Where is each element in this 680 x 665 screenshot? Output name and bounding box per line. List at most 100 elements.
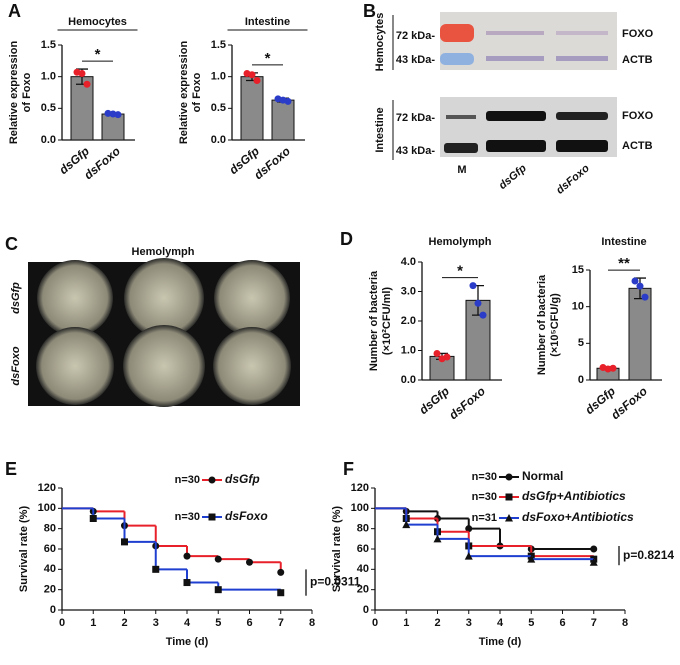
x-tick-label: 3 bbox=[153, 617, 159, 629]
data-point bbox=[609, 364, 617, 372]
y-tick-label: 4.0 bbox=[401, 256, 416, 268]
y-tick-label: 1.0 bbox=[211, 71, 226, 83]
y-tick-label: 1.0 bbox=[41, 71, 56, 83]
x-tick-label: 2 bbox=[434, 617, 440, 629]
data-point bbox=[433, 349, 441, 357]
marker bbox=[402, 520, 411, 529]
p-value: p=0.0311 bbox=[310, 575, 361, 589]
band bbox=[556, 140, 608, 152]
y-tick-label: 0.0 bbox=[401, 374, 416, 386]
chart-title: Hemocytes bbox=[68, 16, 127, 28]
marker bbox=[433, 534, 442, 543]
band bbox=[486, 31, 544, 35]
x-tick-label: 1 bbox=[90, 617, 96, 629]
data-point bbox=[248, 71, 256, 79]
significance: * bbox=[457, 263, 463, 280]
plates-photo: Hemolymph dsGfp dsFoxo bbox=[10, 246, 300, 407]
y-tick-label: 0.0 bbox=[41, 134, 56, 146]
chart-title: Hemolymph bbox=[429, 236, 492, 248]
x-tick-label: 1 bbox=[403, 617, 409, 629]
bar bbox=[628, 287, 652, 381]
marker-label: 72 kDa- bbox=[396, 112, 435, 124]
y-axis-label: Survival rate (%) bbox=[331, 506, 343, 593]
protein-label: ACTB bbox=[622, 140, 653, 152]
y-tick-label: 15 bbox=[572, 264, 584, 276]
y-axis-label: Number of bacteria bbox=[536, 274, 548, 375]
x-tick-label: 4 bbox=[184, 617, 191, 629]
marker-label: 72 kDa- bbox=[396, 30, 435, 42]
plate bbox=[214, 260, 290, 336]
chart-title: Intestine bbox=[601, 236, 646, 248]
marker bbox=[183, 579, 191, 587]
data-point bbox=[631, 277, 639, 285]
marker bbox=[121, 538, 128, 546]
x-tick-label: 2 bbox=[121, 617, 127, 629]
marker bbox=[183, 552, 191, 560]
x-tick-label: dsFoxo bbox=[608, 384, 650, 422]
significance: * bbox=[95, 46, 101, 63]
p-value: p=0.8214 bbox=[623, 548, 674, 562]
x-tick-label: 3 bbox=[466, 617, 472, 629]
band bbox=[556, 112, 608, 120]
y-tick-label: 0 bbox=[50, 604, 56, 616]
protein-label: FOXO bbox=[622, 110, 654, 122]
plate bbox=[36, 327, 114, 405]
data-point bbox=[253, 76, 261, 84]
row-label: dsGfp bbox=[10, 282, 22, 314]
legend-label: dsGfp bbox=[225, 472, 260, 486]
row-label: dsFoxo bbox=[10, 346, 22, 385]
marker bbox=[152, 565, 160, 573]
group-label: Hemocytes bbox=[374, 13, 386, 72]
lane-label: dsGfp bbox=[497, 162, 529, 192]
marker bbox=[277, 589, 285, 597]
y-axis-label: Number of bacteria bbox=[368, 270, 380, 371]
y-tick-label: 100 bbox=[38, 502, 56, 514]
legend-label: Normal bbox=[522, 469, 563, 483]
y-tick-label: 40 bbox=[357, 563, 369, 575]
data-point bbox=[83, 80, 91, 88]
marker bbox=[214, 555, 222, 563]
band bbox=[556, 31, 608, 35]
marker bbox=[590, 545, 598, 553]
y-tick-label: 10 bbox=[572, 301, 584, 313]
data-point bbox=[443, 353, 451, 361]
panel-label: B bbox=[363, 1, 376, 21]
data-point bbox=[114, 111, 122, 119]
bar bbox=[240, 76, 264, 141]
legend-label: dsFoxo+Antibiotics bbox=[522, 510, 634, 524]
marker-band bbox=[440, 24, 474, 42]
x-tick-label: 7 bbox=[591, 617, 597, 629]
x-axis-label: Time (d) bbox=[479, 636, 522, 648]
marker bbox=[214, 586, 222, 594]
legend-n: n=31 bbox=[472, 512, 497, 524]
group-label: Intestine bbox=[374, 107, 386, 152]
y-tick-label: 1.5 bbox=[41, 39, 56, 51]
plate bbox=[124, 258, 204, 338]
western-blot: Hemocytes Intestine 72 kDa- 43 kDa- 72 k… bbox=[374, 12, 654, 197]
y-axis-label: Relative expression bbox=[8, 41, 20, 145]
legend-n: n=30 bbox=[472, 491, 497, 503]
marker bbox=[246, 558, 253, 566]
y-tick-label: 3.0 bbox=[401, 285, 416, 297]
legend-n: n=30 bbox=[175, 511, 200, 523]
x-axis-label: Time (d) bbox=[166, 636, 209, 648]
y-tick-label: 20 bbox=[44, 584, 56, 596]
lane-label: dsFoxo bbox=[554, 162, 592, 197]
legend-n: n=30 bbox=[472, 471, 497, 483]
chart-title: Intestine bbox=[245, 16, 290, 28]
y-axis-label: (×10⁵CFU/g) bbox=[549, 293, 561, 357]
y-axis-label: (×10²CFU/ml) bbox=[381, 287, 393, 355]
y-tick-label: 1.0 bbox=[401, 344, 416, 356]
data-point bbox=[78, 70, 86, 77]
lane-label: M bbox=[457, 164, 466, 176]
legend-n: n=30 bbox=[175, 474, 200, 486]
marker bbox=[208, 476, 216, 484]
marker bbox=[505, 493, 513, 501]
data-point bbox=[479, 311, 487, 319]
y-tick-label: 20 bbox=[357, 584, 369, 596]
y-axis-label: of Foxo bbox=[191, 72, 203, 112]
data-point bbox=[284, 97, 292, 105]
y-tick-label: 0 bbox=[578, 374, 584, 386]
y-axis-label: Relative expression bbox=[178, 41, 190, 145]
marker bbox=[277, 568, 285, 576]
